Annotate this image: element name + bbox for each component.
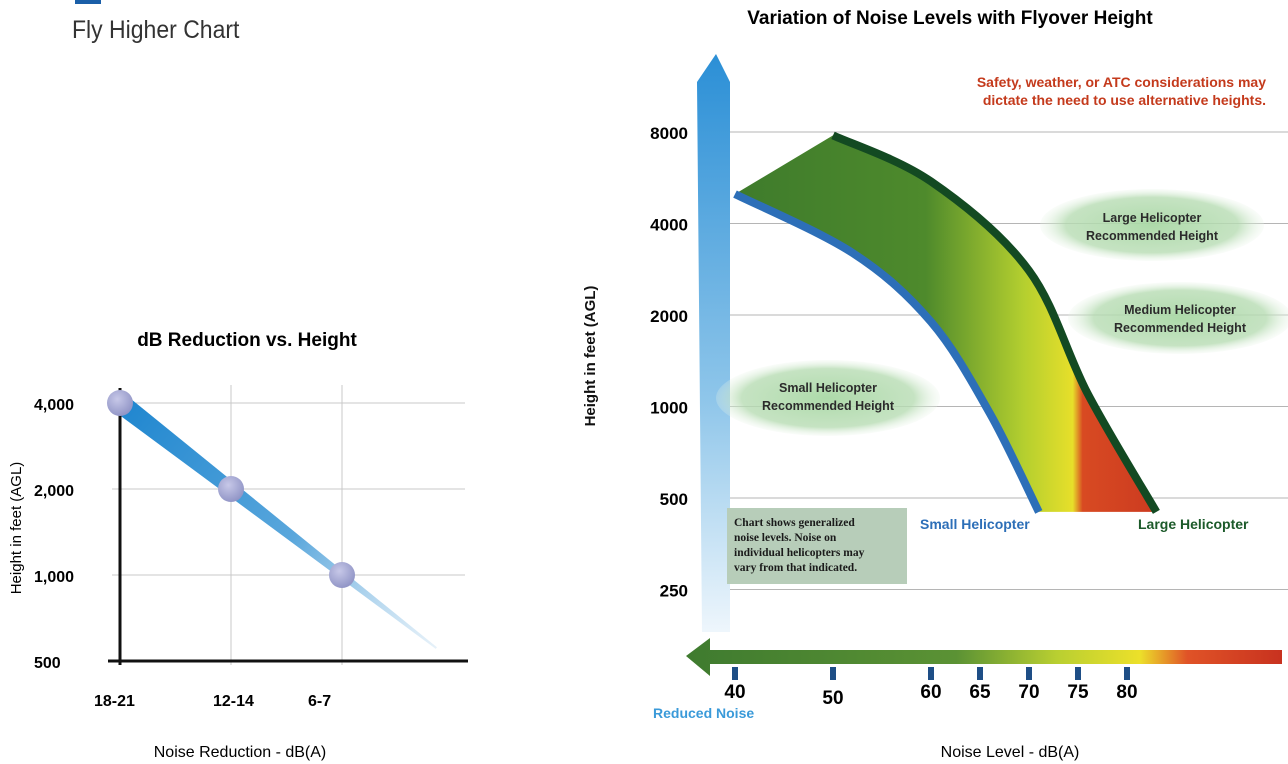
- right-x-tick-label: 60: [920, 682, 941, 703]
- right-x-axis-label: Noise Level - dB(A): [940, 744, 1080, 761]
- right-x-tick-label: 70: [1018, 682, 1039, 703]
- small-helicopter-bubble: [716, 360, 940, 436]
- right-y-tick-label: 8000: [650, 124, 688, 143]
- right-chart-title: Variation of Noise Levels with Flyover H…: [747, 8, 1153, 29]
- small-helicopter-label: Small Helicopter: [920, 516, 1030, 532]
- note-line2: noise levels. Noise on: [734, 532, 837, 544]
- left-x-tick-label: 6-7: [308, 693, 331, 710]
- small-rec-line1: Small Helicopter: [779, 381, 877, 395]
- right-x-tick-mark: [977, 667, 983, 680]
- right-x-tick-label: 40: [724, 682, 745, 703]
- header-accent: [0, 0, 250, 4]
- right-y-tick-label: 2000: [650, 307, 688, 326]
- left-trend-band: [113, 395, 437, 649]
- left-gridlines: [112, 385, 465, 665]
- note-box: [727, 508, 907, 584]
- large-helicopter-bubble: [1040, 189, 1264, 261]
- warning-line2: dictate the need to use alternative heig…: [983, 92, 1266, 108]
- small-rec-line2: Recommended Height: [762, 399, 895, 413]
- right-x-tick-label: 80: [1116, 682, 1137, 703]
- medium-rec-line2: Recommended Height: [1114, 321, 1247, 335]
- left-chart-title: dB Reduction vs. Height: [137, 330, 357, 351]
- large-helicopter-curve: [831, 131, 1160, 514]
- right-x-tick-mark: [1075, 667, 1081, 680]
- large-helicopter-label: Large Helicopter: [1138, 516, 1249, 532]
- right-x-tick-mark: [928, 667, 934, 680]
- page-subtitle: Fly Higher Chart: [72, 16, 240, 44]
- right-x-tick-mark: [1026, 667, 1032, 680]
- right-x-tick-mark: [732, 667, 738, 680]
- left-x-tick-label: 18-21: [94, 693, 135, 710]
- left-y-axis-label: Height in feet (AGL): [8, 462, 25, 595]
- left-y-tick-label: 1,000: [34, 569, 74, 586]
- medium-rec-line1: Medium Helicopter: [1124, 303, 1236, 317]
- warning-line1: Safety, weather, or ATC considerations m…: [977, 74, 1266, 90]
- left-x-tick-label: 12-14: [213, 693, 254, 710]
- note-line1: Chart shows generalized: [734, 517, 855, 529]
- left-y-tick-label: 2,000: [34, 483, 74, 500]
- left-y-tick-label: 4,000: [34, 397, 74, 414]
- noise-arrow: [686, 638, 1282, 676]
- medium-helicopter-bubble: [1068, 282, 1288, 354]
- data-point-0: [107, 390, 133, 416]
- right-x-tick-mark: [830, 667, 836, 680]
- small-helicopter-curve: [733, 190, 1043, 514]
- reduced-noise-label: Reduced Noise: [653, 705, 754, 721]
- noise-band: [735, 135, 1157, 512]
- right-y-axis-label: Height in feet (AGL): [582, 286, 599, 427]
- large-rec-line2: Recommended Height: [1086, 229, 1219, 243]
- right-x-tick-label: 50: [822, 688, 843, 709]
- left-y-tick-label: 500: [34, 655, 61, 672]
- right-x-tick-label: 65: [969, 682, 991, 703]
- note-line3: individual helicopters may: [734, 547, 865, 559]
- right-y-tick-label: 1000: [650, 399, 688, 418]
- right-y-tick-label: 500: [660, 490, 688, 509]
- left-x-axis-label: Noise Reduction - dB(A): [153, 744, 327, 761]
- large-rec-line1: Large Helicopter: [1103, 211, 1202, 225]
- height-arrow: [697, 54, 735, 632]
- data-point-1: [218, 476, 244, 502]
- right-y-tick-label: 250: [660, 582, 688, 601]
- right-x-tick-label: 75: [1067, 682, 1089, 703]
- note-line4: vary from that indicated.: [734, 562, 857, 574]
- right-x-tick-mark: [1124, 667, 1130, 680]
- data-point-2: [329, 562, 355, 588]
- right-y-tick-label: 4000: [650, 216, 688, 235]
